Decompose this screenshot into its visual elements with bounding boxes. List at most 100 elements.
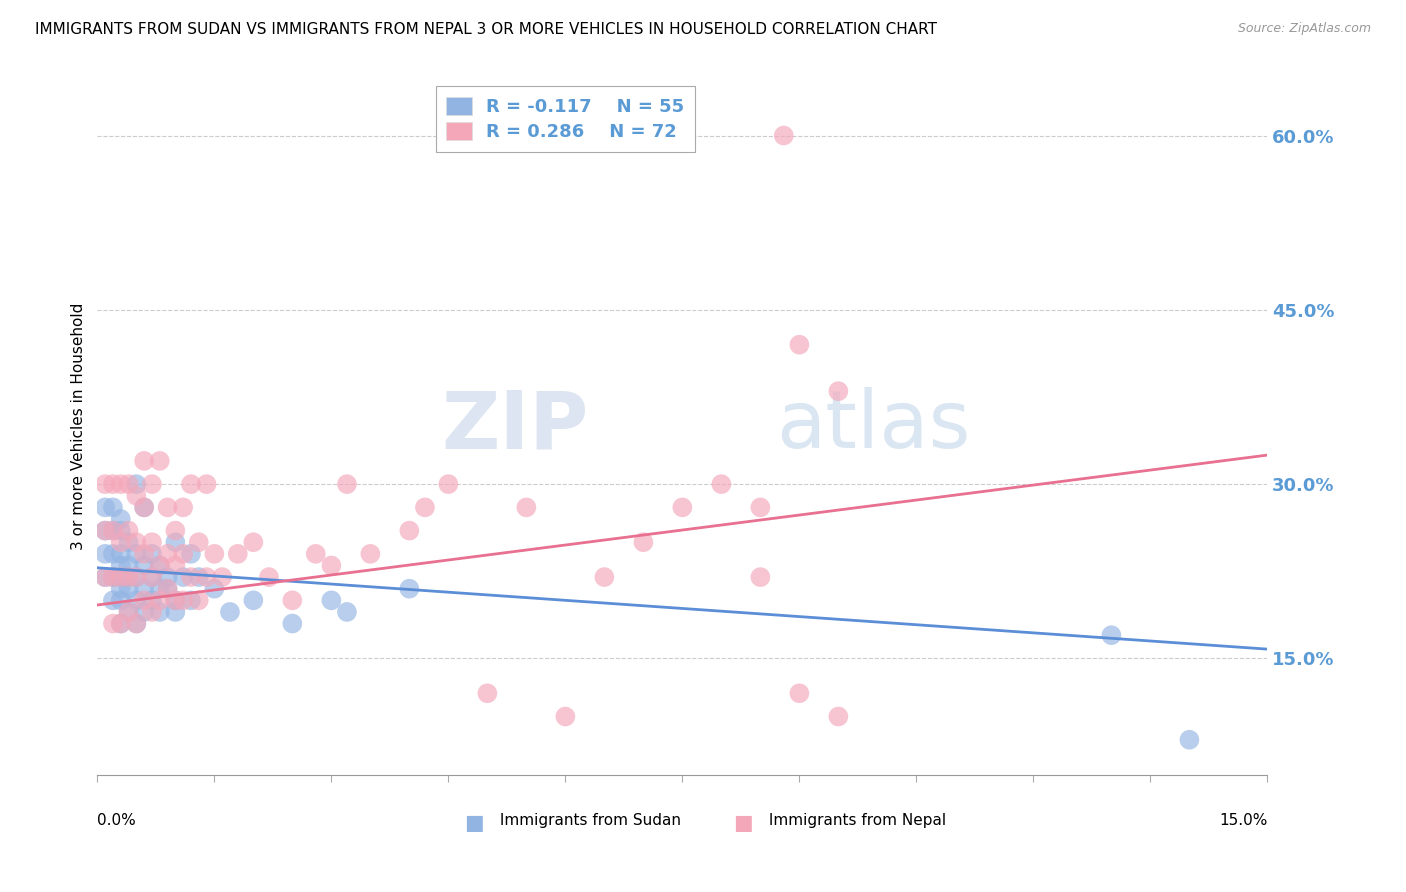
Point bbox=[242, 593, 264, 607]
Point bbox=[789, 337, 811, 351]
Point bbox=[134, 582, 156, 596]
Point bbox=[117, 535, 139, 549]
Point bbox=[110, 570, 132, 584]
Point bbox=[125, 616, 148, 631]
Point bbox=[117, 477, 139, 491]
Point bbox=[134, 547, 156, 561]
Point bbox=[515, 500, 537, 515]
Point bbox=[94, 570, 117, 584]
Point bbox=[134, 454, 156, 468]
Point bbox=[94, 524, 117, 538]
Point bbox=[242, 535, 264, 549]
Point bbox=[110, 582, 132, 596]
Point bbox=[134, 605, 156, 619]
Point bbox=[101, 524, 124, 538]
Point bbox=[336, 477, 359, 491]
Point bbox=[172, 593, 194, 607]
Text: ■: ■ bbox=[733, 813, 752, 833]
Point bbox=[101, 616, 124, 631]
Text: ■: ■ bbox=[464, 813, 484, 833]
Point bbox=[94, 500, 117, 515]
Point bbox=[336, 605, 359, 619]
Point bbox=[305, 547, 328, 561]
Point bbox=[827, 384, 849, 399]
Point bbox=[141, 593, 163, 607]
Point bbox=[180, 547, 202, 561]
Point bbox=[125, 535, 148, 549]
Point bbox=[117, 558, 139, 573]
Point bbox=[125, 616, 148, 631]
Point bbox=[172, 547, 194, 561]
Point bbox=[125, 547, 148, 561]
Point bbox=[110, 477, 132, 491]
Point bbox=[156, 500, 179, 515]
Point bbox=[180, 593, 202, 607]
Point bbox=[101, 547, 124, 561]
Point bbox=[398, 582, 420, 596]
Point bbox=[117, 582, 139, 596]
Legend: R = -0.117    N = 55, R = 0.286    N = 72: R = -0.117 N = 55, R = 0.286 N = 72 bbox=[436, 87, 695, 152]
Point bbox=[125, 570, 148, 584]
Point bbox=[141, 605, 163, 619]
Point bbox=[710, 477, 733, 491]
Text: atlas: atlas bbox=[776, 387, 970, 465]
Point bbox=[101, 593, 124, 607]
Point bbox=[1178, 732, 1201, 747]
Point bbox=[101, 570, 124, 584]
Point bbox=[359, 547, 381, 561]
Point bbox=[117, 570, 139, 584]
Point bbox=[789, 686, 811, 700]
Point bbox=[195, 570, 218, 584]
Text: 0.0%: 0.0% bbox=[97, 813, 136, 828]
Point bbox=[149, 558, 172, 573]
Text: Immigrants from Nepal: Immigrants from Nepal bbox=[765, 813, 946, 828]
Text: ZIP: ZIP bbox=[441, 387, 589, 465]
Point bbox=[134, 500, 156, 515]
Text: Source: ZipAtlas.com: Source: ZipAtlas.com bbox=[1237, 22, 1371, 36]
Point bbox=[125, 593, 148, 607]
Point bbox=[117, 570, 139, 584]
Point bbox=[125, 489, 148, 503]
Point bbox=[172, 570, 194, 584]
Point bbox=[437, 477, 460, 491]
Point bbox=[149, 593, 172, 607]
Point bbox=[101, 500, 124, 515]
Point bbox=[633, 535, 655, 549]
Point bbox=[94, 524, 117, 538]
Point bbox=[398, 524, 420, 538]
Point bbox=[477, 686, 499, 700]
Point bbox=[94, 477, 117, 491]
Point bbox=[134, 500, 156, 515]
Point bbox=[749, 500, 772, 515]
Text: 15.0%: 15.0% bbox=[1219, 813, 1267, 828]
Point bbox=[165, 535, 187, 549]
Point bbox=[281, 593, 304, 607]
Point bbox=[110, 593, 132, 607]
Point bbox=[321, 558, 343, 573]
Point bbox=[219, 605, 242, 619]
Point bbox=[125, 570, 148, 584]
Point bbox=[110, 512, 132, 526]
Point bbox=[187, 535, 209, 549]
Point bbox=[156, 582, 179, 596]
Y-axis label: 3 or more Vehicles in Household: 3 or more Vehicles in Household bbox=[72, 302, 86, 549]
Point bbox=[117, 524, 139, 538]
Point bbox=[149, 454, 172, 468]
Point bbox=[141, 535, 163, 549]
Point bbox=[141, 477, 163, 491]
Point bbox=[165, 593, 187, 607]
Point bbox=[165, 605, 187, 619]
Point bbox=[141, 570, 163, 584]
Point bbox=[117, 605, 139, 619]
Point bbox=[134, 593, 156, 607]
Point bbox=[202, 547, 225, 561]
Point bbox=[149, 605, 172, 619]
Point bbox=[827, 709, 849, 723]
Point bbox=[165, 558, 187, 573]
Point bbox=[149, 582, 172, 596]
Point bbox=[110, 616, 132, 631]
Point bbox=[149, 558, 172, 573]
Point bbox=[156, 570, 179, 584]
Point bbox=[226, 547, 249, 561]
Point bbox=[257, 570, 280, 584]
